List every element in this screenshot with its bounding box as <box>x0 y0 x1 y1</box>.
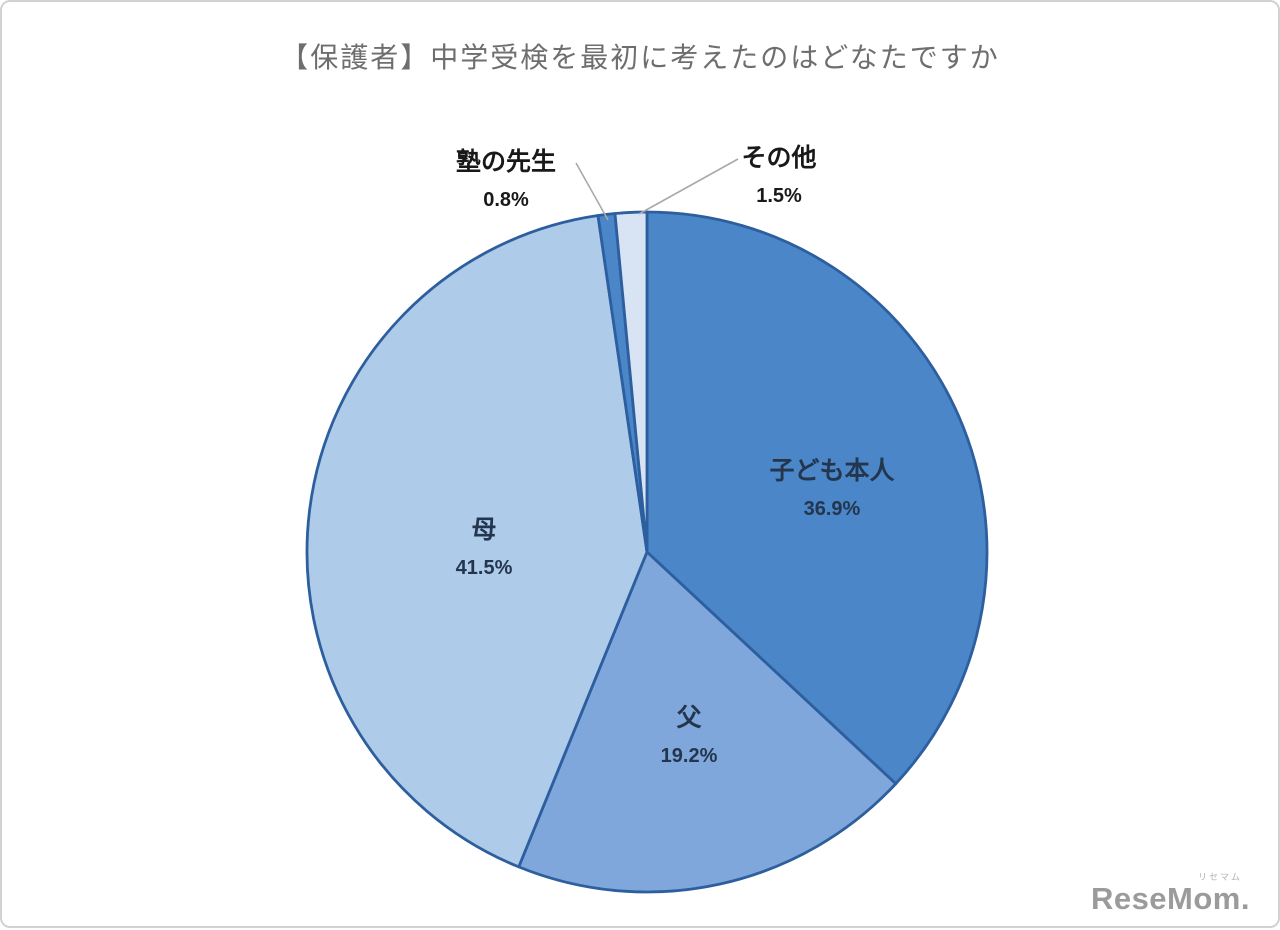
pie-slices <box>305 210 989 894</box>
slice-percent-child: 36.9% <box>803 497 861 520</box>
slice-name-child: 子ども本人 <box>769 456 895 485</box>
resemom-logo-ruby: リセマム <box>1197 872 1242 882</box>
slice-label-child: 子ども本人 36.9% <box>769 456 895 520</box>
slice-percent-other: 1.5% <box>756 184 802 207</box>
pie-slice-4 <box>613 210 649 554</box>
slice-name-father: 父 <box>676 703 702 732</box>
slice-percent-cram-teacher: 0.8% <box>483 188 529 211</box>
slice-label-father: 父 19.2% <box>660 703 718 767</box>
slice-name-mother: 母 <box>471 515 497 544</box>
leader-line-other <box>638 158 739 215</box>
leader-line-cram-teacher <box>575 162 609 221</box>
pie-slice-0 <box>645 210 989 786</box>
resemom-logo-period: . <box>1240 881 1250 916</box>
pie-slice-2 <box>305 214 649 869</box>
slice-percent-father: 19.2% <box>660 744 718 767</box>
slice-label-other: その他 1.5% <box>741 143 817 207</box>
slice-label-cram-teacher: 塾の先生 0.8% <box>455 147 557 211</box>
resemom-logo: リセマム ReseMom. <box>1090 872 1250 916</box>
slice-name-other: その他 <box>741 143 817 172</box>
resemom-logo-text: ReseMom. <box>1090 881 1250 916</box>
chart-title: 【保護者】中学受検を最初に考えたのはどなたですか <box>280 42 1000 73</box>
slice-label-mother: 母 41.5% <box>455 515 513 579</box>
slice-percent-mother: 41.5% <box>455 556 513 579</box>
slice-name-cram-teacher: 塾の先生 <box>455 147 557 176</box>
